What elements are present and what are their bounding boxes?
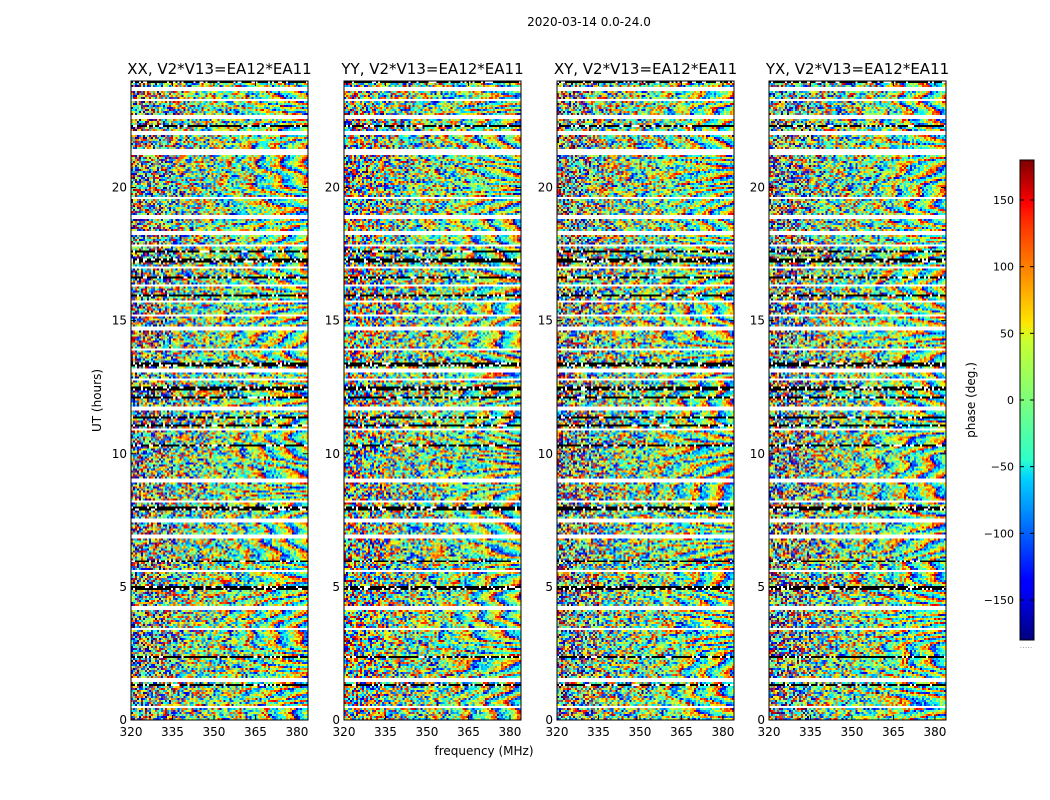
panel-title: YX, V2*V13=EA12*EA11 — [765, 60, 949, 78]
x-tick-label: 320 — [546, 725, 569, 739]
x-tick-label: 365 — [882, 725, 905, 739]
y-tick-label: 15 — [750, 314, 765, 328]
y-tick-label: 5 — [757, 580, 765, 594]
y-tick-label: 0 — [757, 713, 765, 727]
colorbar-tick-label: 100 — [993, 261, 1014, 274]
colorbar-tick-label: −50 — [991, 461, 1014, 474]
x-tick-label: 380 — [285, 725, 308, 739]
panel-xy: XY, V2*V13=EA12*EA11 320 335 350 365 380 0 5 10 1… — [538, 60, 737, 739]
y-tick-label: 20 — [325, 181, 340, 195]
axes-frame — [556, 80, 735, 721]
x-tick-label: 365 — [457, 725, 480, 739]
phase-heatmap-image — [769, 81, 946, 720]
footer-dots: ..... — [1020, 641, 1033, 650]
x-tick-label: 380 — [923, 725, 946, 739]
axes-frame — [130, 80, 309, 721]
colorbar: −150 −100 −50 0 50 100 150 phase (deg.) ..... — [964, 159, 1035, 650]
x-tick-label: 350 — [629, 725, 652, 739]
y-tick-label: 15 — [538, 314, 553, 328]
y-tick-label: 0 — [119, 713, 127, 727]
y-tick-label: 20 — [750, 181, 765, 195]
y-tick-label: 5 — [119, 580, 127, 594]
axes-frame — [768, 80, 947, 721]
y-tick-label: 20 — [112, 181, 127, 195]
y-tick-label: 15 — [112, 314, 127, 328]
x-tick-label: 365 — [244, 725, 267, 739]
panel-title: YY, V2*V13=EA12*EA11 — [340, 60, 523, 78]
axes-frame — [343, 80, 522, 721]
colorbar-label: phase (deg.) — [964, 362, 978, 438]
x-tick-label: 380 — [498, 725, 521, 739]
phase-heatmap-image — [344, 81, 521, 720]
y-tick-label: 10 — [750, 447, 765, 461]
y-tick-label: 10 — [325, 447, 340, 461]
panel-title: XX, V2*V13=EA12*EA11 — [127, 60, 311, 78]
colorbar-ticks: −150 −100 −50 0 50 100 150 — [984, 194, 1034, 607]
x-tick-label: 350 — [203, 725, 226, 739]
phase-heatmap-image — [557, 81, 734, 720]
y-tick-label: 10 — [112, 447, 127, 461]
x-tick-label: 320 — [758, 725, 781, 739]
x-tick-label: 365 — [670, 725, 693, 739]
x-tick-label: 335 — [161, 725, 184, 739]
figure-suptitle: 2020-03-14 0.0-24.0 — [527, 15, 651, 29]
y-tick-label: 0 — [545, 713, 553, 727]
x-tick-label: 320 — [333, 725, 356, 739]
colorbar-tick-label: 50 — [1000, 327, 1014, 340]
panels-group: XX, V2*V13=EA12*EA11 320 335 350 365 380 0 5 10 1… — [90, 60, 949, 758]
panel-xx: XX, V2*V13=EA12*EA11 320 335 350 365 380 0 5 10 1… — [90, 60, 312, 739]
y-tick-label: 5 — [332, 580, 340, 594]
y-tick-label: 0 — [332, 713, 340, 727]
y-tick-label: 5 — [545, 580, 553, 594]
colorbar-tick-label: 0 — [1007, 394, 1014, 407]
colorbar-tick-label: −100 — [984, 527, 1014, 540]
x-tick-label: 335 — [587, 725, 610, 739]
colorbar-tick-label: 150 — [993, 194, 1014, 207]
x-tick-label: 335 — [799, 725, 822, 739]
x-tick-label: 350 — [841, 725, 864, 739]
x-tick-label: 320 — [120, 725, 143, 739]
y-axis-label: UT (hours) — [90, 369, 104, 432]
y-tick-label: 15 — [325, 314, 340, 328]
x-tick-label: 380 — [711, 725, 734, 739]
panel-title: XY, V2*V13=EA12*EA11 — [554, 60, 737, 78]
colorbar-tick-label: −150 — [984, 594, 1014, 607]
y-tick-label: 20 — [538, 181, 553, 195]
y-tick-label: 10 — [538, 447, 553, 461]
x-tick-label: 350 — [416, 725, 439, 739]
phase-heatmap-image — [131, 81, 308, 720]
panel-yy: YY, V2*V13=EA12*EA11 320 335 350 365 380 0 5 10 1… — [325, 60, 534, 758]
x-axis-label: frequency (MHz) — [434, 744, 533, 758]
x-tick-label: 335 — [374, 725, 397, 739]
panel-yx: YX, V2*V13=EA12*EA11 320 335 350 365 380 0 5 10 1… — [750, 60, 949, 739]
